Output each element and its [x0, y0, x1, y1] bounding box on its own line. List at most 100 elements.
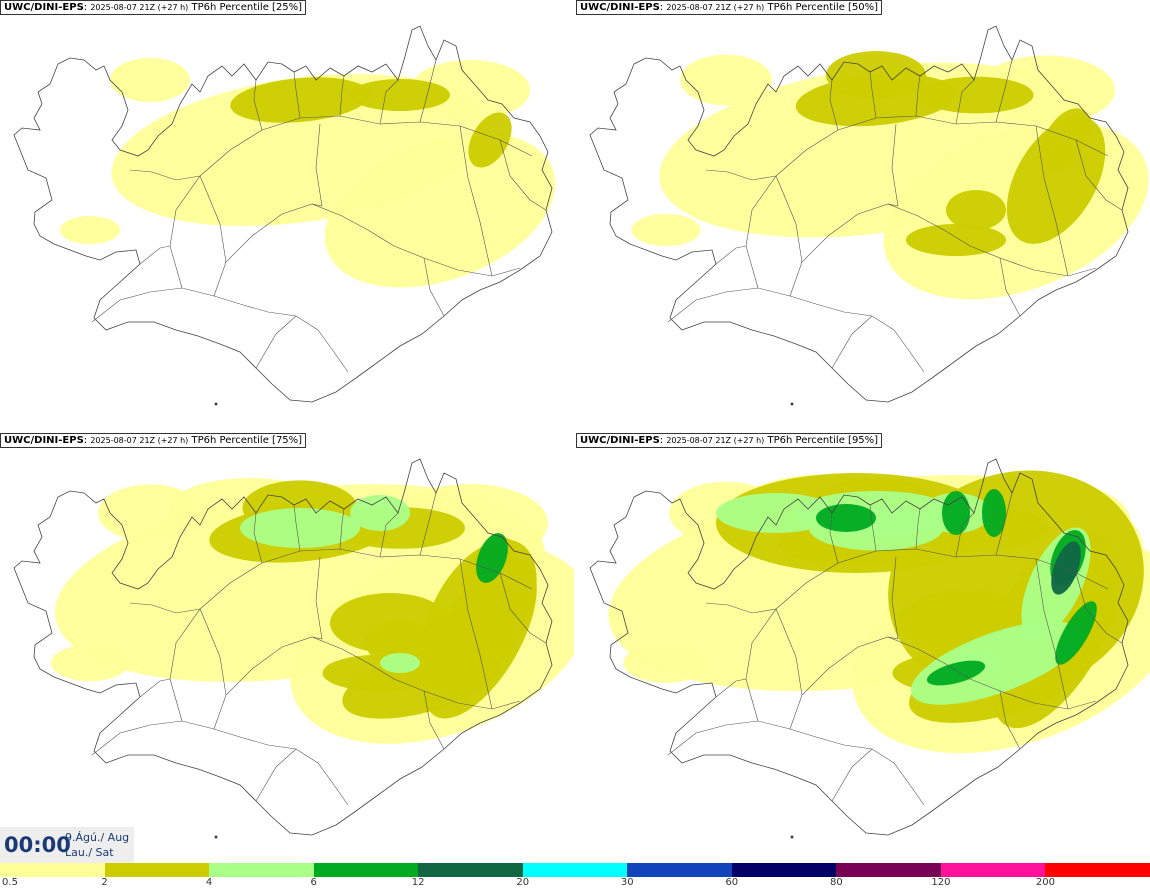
valid-date: 9.Ágú./ Aug Lau./ Sat — [65, 830, 129, 860]
precip-shading — [51, 478, 574, 744]
road-line — [1075, 139, 1123, 211]
legend-swatch — [1045, 863, 1150, 877]
precip-map — [13, 25, 556, 406]
legend-swatch — [940, 863, 1046, 877]
road-line — [339, 75, 345, 117]
road-line — [139, 245, 171, 265]
precip-contour — [60, 216, 120, 244]
island-marker — [790, 402, 794, 406]
road-line — [915, 508, 921, 550]
precip-contour — [350, 79, 450, 111]
precip-contour — [410, 60, 530, 120]
field-name: TP6h Percentile — [767, 435, 845, 446]
legend-swatch — [418, 863, 524, 877]
precip-contour — [1051, 541, 1081, 595]
legend-swatch — [522, 863, 628, 877]
precip-contour — [1055, 601, 1097, 665]
road-line — [91, 720, 349, 806]
run-time: 2025-08-07 21Z (+27 h) — [90, 436, 189, 445]
valid-time-box: 00:00 9.Ágú./ Aug Lau./ Sat — [0, 827, 134, 863]
road-line — [253, 79, 263, 131]
precip-contour — [680, 54, 772, 106]
road-line — [459, 558, 493, 710]
coastline — [589, 25, 1129, 403]
road-line — [199, 175, 227, 263]
precip-contour — [468, 112, 512, 168]
road-line — [955, 79, 975, 125]
precip-contour — [886, 70, 926, 90]
road-line — [293, 71, 301, 119]
legend-label: 12 — [411, 877, 425, 888]
run-time: 2025-08-07 21Z (+27 h) — [666, 3, 765, 12]
valid-date-line: 9.Ágú./ Aug — [65, 831, 130, 844]
panel-title: UWC/DINI-EPS: 2025-08-07 21Z (+27 h) TP6… — [0, 433, 307, 448]
road-network — [91, 59, 547, 373]
legend-label: 20 — [516, 877, 530, 888]
road-line — [423, 257, 445, 317]
road-line — [129, 169, 201, 181]
road-line — [831, 748, 873, 802]
road-line — [199, 608, 227, 696]
percentile-label: [95%] — [848, 435, 879, 446]
island-marker — [214, 835, 218, 839]
road-line — [775, 608, 803, 696]
legend-label: 30 — [620, 877, 634, 888]
road-line — [499, 139, 547, 211]
model-name: UWC/DINI-EPS — [580, 2, 660, 13]
field-name: TP6h Percentile — [767, 2, 845, 13]
road-line — [789, 203, 1097, 297]
model-name: UWC/DINI-EPS — [580, 435, 660, 446]
map-panel-p95: UWC/DINI-EPS: 2025-08-07 21Z (+27 h) TP6… — [576, 433, 1150, 860]
legend-label: 80 — [829, 877, 843, 888]
road-line — [831, 315, 873, 369]
run-time: 2025-08-07 21Z (+27 h) — [90, 3, 189, 12]
precip-contour — [946, 190, 1006, 230]
road-line — [1075, 572, 1123, 644]
road-line — [667, 287, 925, 373]
road-line — [887, 556, 899, 640]
island-marker — [790, 835, 794, 839]
precip-contour — [906, 224, 1006, 256]
road-line — [715, 245, 747, 265]
map-panel-p50: UWC/DINI-EPS: 2025-08-07 21Z (+27 h) TP6… — [576, 0, 1150, 427]
precip-contour — [324, 132, 556, 288]
road-line — [253, 512, 263, 564]
precip-shading — [60, 58, 556, 288]
road-line — [339, 508, 345, 550]
road-line — [789, 636, 1097, 730]
road-network — [91, 492, 547, 806]
road-network — [667, 492, 1123, 806]
road-line — [379, 512, 399, 558]
road-line — [255, 315, 297, 369]
precip-contour — [230, 77, 370, 123]
road-line — [213, 203, 521, 297]
road-line — [213, 636, 521, 730]
legend-label: 0.5 — [2, 877, 18, 888]
legend-swatch — [0, 863, 106, 877]
model-name: UWC/DINI-EPS — [4, 2, 84, 13]
legend-swatch — [836, 863, 942, 877]
road-line — [705, 602, 777, 614]
road-line — [419, 59, 437, 123]
road-line — [715, 678, 747, 698]
road-line — [129, 602, 201, 614]
valid-day-line: Lau./ Sat — [65, 846, 114, 859]
run-time: 2025-08-07 21Z (+27 h) — [666, 436, 765, 445]
field-name: TP6h Percentile — [191, 2, 269, 13]
coastline — [589, 458, 1129, 836]
model-name: UWC/DINI-EPS — [4, 435, 84, 446]
percentile-label: [75%] — [272, 435, 303, 446]
precip-contour — [623, 643, 709, 683]
road-line — [255, 748, 297, 802]
road-line — [829, 512, 839, 564]
road-line — [293, 504, 301, 552]
island-marker — [214, 402, 218, 406]
road-line — [311, 556, 323, 640]
legend-label: 6 — [310, 877, 317, 888]
road-line — [999, 257, 1021, 317]
road-line — [705, 169, 777, 181]
precip-map — [589, 25, 1149, 406]
precip-shading — [631, 51, 1149, 300]
road-line — [91, 287, 349, 373]
road-line — [139, 678, 171, 698]
